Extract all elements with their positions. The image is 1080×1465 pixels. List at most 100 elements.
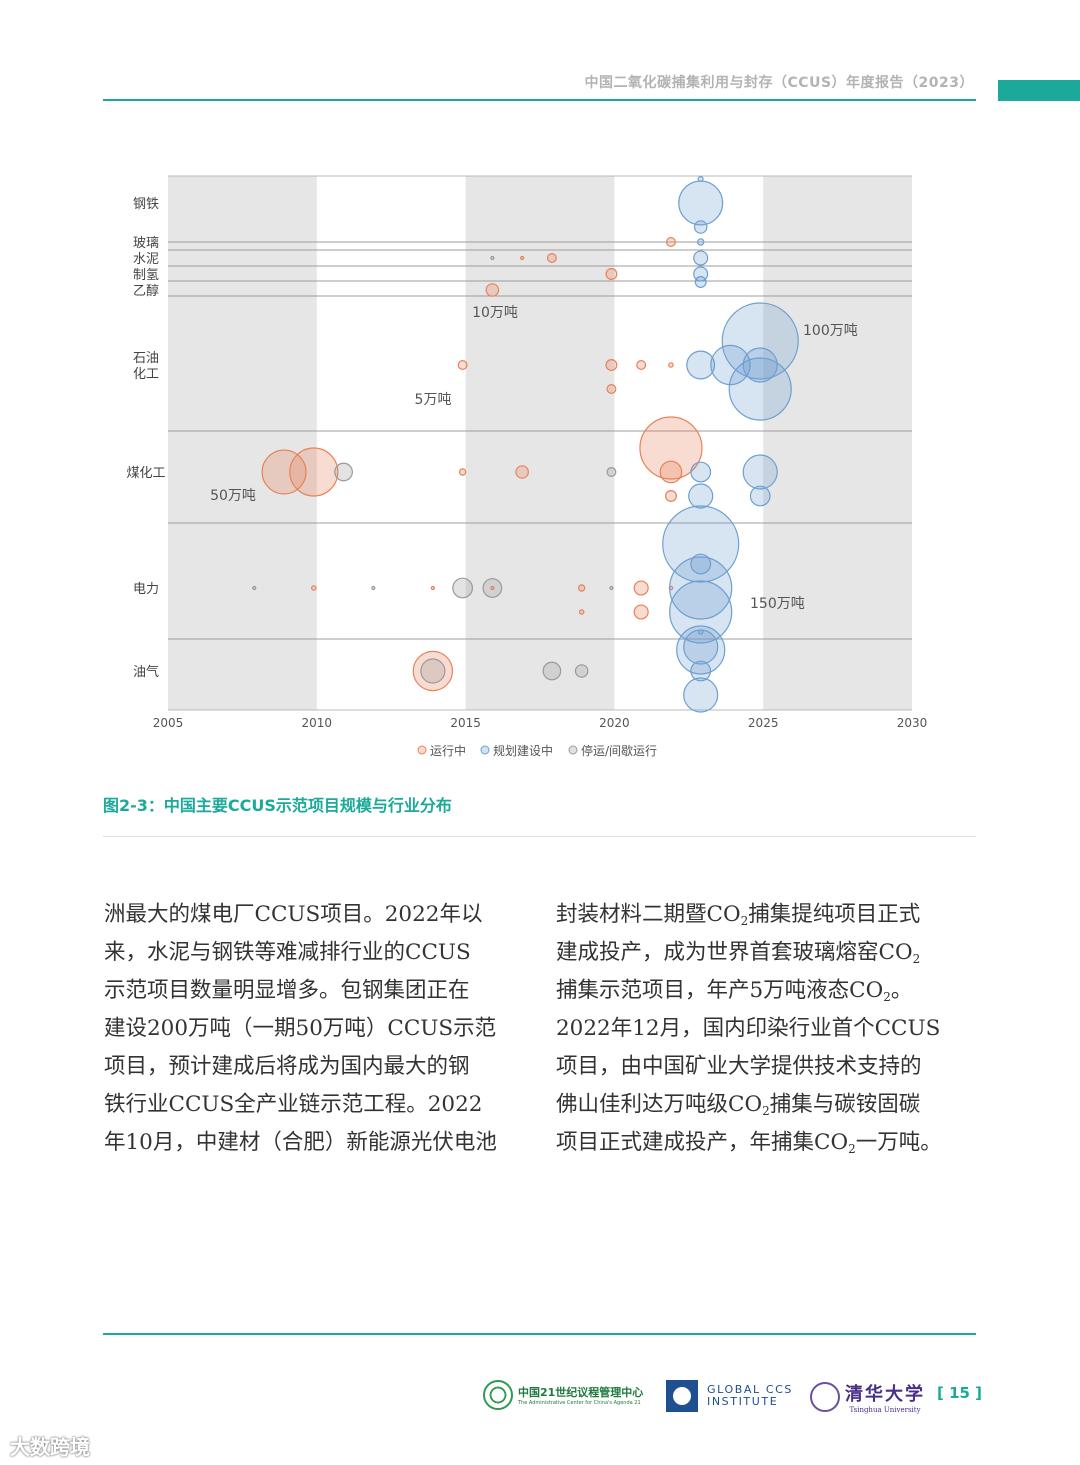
- bubble-planned: [693, 220, 708, 234]
- bubble-suspended: [334, 462, 353, 482]
- header-tab: [998, 80, 1080, 101]
- bubble-planned: [742, 454, 778, 490]
- bubble-operating: [659, 460, 683, 484]
- body-line: 来，水泥与钢铁等难减排行业的CCUS: [104, 940, 471, 965]
- category-label: 电力: [133, 582, 159, 597]
- category-label: 乙醇: [133, 283, 159, 299]
- bubble-operating: [639, 416, 703, 480]
- bubble-operating: [605, 359, 618, 371]
- tsinghua-name: 清华大学: [845, 1384, 925, 1405]
- bubble-operating: [633, 604, 649, 620]
- bubble-operating: [289, 447, 339, 497]
- agenda21-name-en: The Administrative Center for China's Ag…: [518, 1400, 641, 1406]
- bubble-operating: [261, 449, 307, 495]
- bubble-suspended: [252, 585, 257, 591]
- bubble-planned: [742, 347, 778, 383]
- body-line: 示范项目数量明显增多。包钢集团正在: [104, 978, 470, 1003]
- bubble-planned: [693, 250, 709, 266]
- size-annotation: 50万吨: [210, 488, 256, 504]
- bubble-suspended: [371, 585, 376, 591]
- bubble-operating: [458, 468, 467, 476]
- legend-marker: [568, 745, 578, 755]
- category-label: 钢铁: [133, 197, 159, 212]
- global-ccs-logo: GLOBAL CCS INSTITUTE: [666, 1380, 793, 1412]
- tsinghua-name-en: Tsinghua University: [849, 1406, 921, 1414]
- bubble-planned: [693, 266, 709, 282]
- bubble-operating: [520, 255, 525, 261]
- bubble-planned: [697, 238, 705, 246]
- report-title: 中国二氧化碳捕集利用与封存（CCUS）年度报告（2023）: [584, 75, 974, 91]
- bubble-planned: [690, 461, 712, 483]
- bubble-operating: [430, 585, 435, 591]
- legend-marker: [417, 745, 427, 755]
- category-label: 油气: [133, 664, 159, 680]
- bubble-suspended: [574, 664, 589, 678]
- bubble-operating: [636, 360, 647, 370]
- grid-band: [465, 176, 615, 710]
- size-annotation: 100万吨: [803, 323, 858, 339]
- bubble-suspended: [490, 255, 495, 261]
- globe-icon: [483, 1380, 513, 1410]
- legend-label: 规划建设中: [493, 743, 553, 758]
- body-line: 佛山佳利达万吨级CO2捕集与碳铵固碳: [556, 1092, 921, 1118]
- bubble-suspended: [542, 661, 562, 681]
- bubble-planned: [728, 357, 792, 421]
- body-line: 铁行业CCUS全产业链示范工程。2022: [104, 1092, 483, 1117]
- body-line: 年10月，中建材（合肥）新能源光伏电池: [104, 1130, 497, 1155]
- global-ccs-line2: INSTITUTE: [707, 1395, 779, 1408]
- bubble-suspended: [606, 467, 617, 477]
- body-line: 建设200万吨（一期50万吨）CCUS示范: [104, 1016, 497, 1041]
- bubble-operating: [457, 360, 468, 370]
- body-column-right: 封装材料二期暨CO2捕集提纯项目正式 建成投产，成为世界首套玻璃熔窑CO2 捕集…: [556, 896, 978, 1162]
- bubble-operating: [311, 585, 317, 591]
- bubble-operating: [546, 253, 557, 263]
- x-tick-label: 2025: [748, 716, 779, 730]
- body-line: 封装材料二期暨CO2捕集提纯项目正式: [556, 902, 921, 928]
- tsinghua-seal-icon: [810, 1382, 840, 1412]
- bubble-planned: [694, 276, 707, 288]
- body-line: 项目，由中国矿业大学提供技术支持的: [556, 1054, 922, 1079]
- size-annotation: 10万吨: [472, 305, 518, 321]
- bubble-suspended: [482, 578, 503, 598]
- body-line: 建成投产，成为世界首套玻璃熔窑CO2: [556, 940, 921, 966]
- legend-label: 运行中: [430, 743, 466, 758]
- bubble-planned: [688, 483, 714, 509]
- bubble-suspended: [420, 658, 446, 684]
- size-annotation: 150万吨: [750, 596, 805, 612]
- watermark: 大数跨境: [10, 1435, 90, 1459]
- figure-caption: 图2-3：中国主要CCUS示范项目规模与行业分布: [103, 796, 452, 815]
- bubble-operating: [664, 490, 677, 502]
- body-line: 2022年12月，国内印染行业首个CCUS: [556, 1016, 941, 1041]
- bubble-planned: [749, 485, 771, 507]
- x-tick-label: 2005: [153, 716, 184, 730]
- body-line: 洲最大的煤电厂CCUS项目。2022年以: [104, 902, 483, 927]
- bubble-planned: [662, 505, 740, 583]
- body-column-left: 洲最大的煤电厂CCUS项目。2022年以 来，水泥与钢铁等难减排行业的CCUS …: [104, 896, 526, 1162]
- bubble-operating: [633, 580, 649, 596]
- global-ccs-line1: GLOBAL CCS: [707, 1383, 793, 1396]
- category-label: 化工: [133, 367, 159, 382]
- category-label: 水泥: [133, 252, 159, 267]
- bubble-planned: [721, 302, 799, 380]
- body-line: 项目正式建成投产，年捕集CO2一万吨。: [556, 1130, 942, 1156]
- bubble-operating: [605, 268, 618, 280]
- tsinghua-logo: 清华大学 Tsinghua University: [810, 1380, 925, 1414]
- bubble-operating: [577, 584, 586, 592]
- header-rule: [103, 99, 976, 101]
- bubble-planned: [669, 580, 733, 644]
- category-label: 石油: [133, 351, 159, 366]
- bubble-suspended: [609, 585, 614, 591]
- global-ccs-icon: [666, 1380, 698, 1412]
- x-tick-label: 2010: [302, 716, 333, 730]
- bubble-operating: [485, 283, 500, 297]
- grid-band: [763, 176, 912, 710]
- bubble-planned: [678, 180, 724, 226]
- bubble-operating: [665, 237, 676, 247]
- x-tick-label: 2030: [897, 716, 928, 730]
- agenda21-logo: 中国21世纪议程管理中心 The Administrative Center f…: [483, 1380, 643, 1410]
- x-tick-label: 2015: [450, 716, 481, 730]
- category-label: 玻璃: [133, 236, 159, 251]
- bubble-planned: [690, 660, 712, 682]
- grid-band: [168, 176, 317, 710]
